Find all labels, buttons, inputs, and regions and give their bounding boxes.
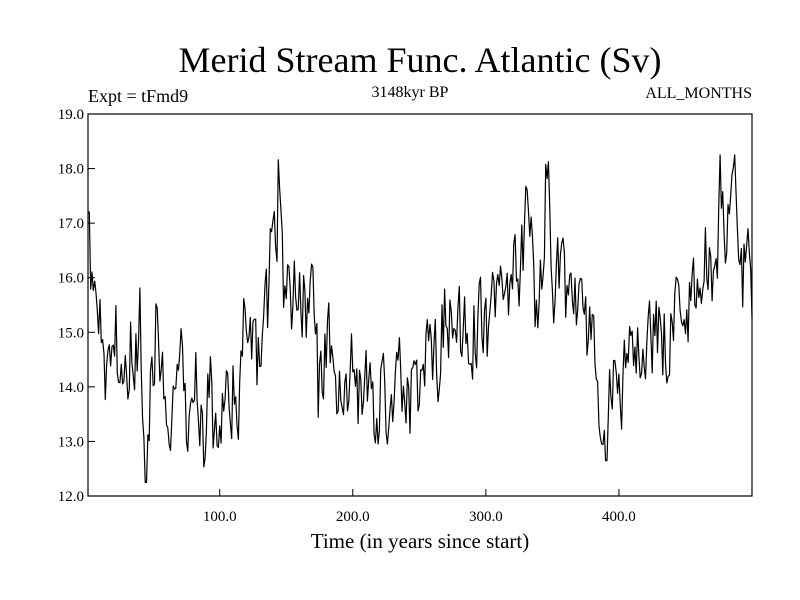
plot-frame: [87, 113, 753, 497]
y-tick-label: 13.0: [58, 434, 84, 450]
x-axis-label: Time (in years since start): [311, 529, 530, 553]
x-tick-label: 100.0: [203, 509, 237, 525]
y-tick-label: 18.0: [58, 162, 84, 178]
y-tick-label: 15.0: [58, 325, 84, 341]
x-tick-label: 200.0: [336, 509, 370, 525]
y-tick-label: 16.0: [58, 271, 84, 287]
y-tick-label: 12.0: [58, 489, 84, 505]
x-tick-label: 400.0: [602, 509, 636, 525]
y-axis: 12.0 13.0 14.0 15.0 16.0 17.0 18.0 19.0: [58, 107, 95, 505]
y-tick-label: 19.0: [58, 107, 84, 123]
chart-title: Merid Stream Func. Atlantic (Sv): [179, 40, 662, 80]
x-axis: 100.0 200.0 300.0 400.0: [203, 489, 636, 525]
y-tick-label: 17.0: [58, 216, 84, 232]
x-tick-label: 300.0: [469, 509, 503, 525]
months-label: ALL_MONTHS: [645, 85, 752, 102]
experiment-label: Expt = tFmd9: [88, 86, 188, 106]
series-line: [87, 154, 753, 483]
y-tick-label: 14.0: [58, 380, 84, 396]
period-label: 3148kyr BP: [372, 84, 449, 101]
